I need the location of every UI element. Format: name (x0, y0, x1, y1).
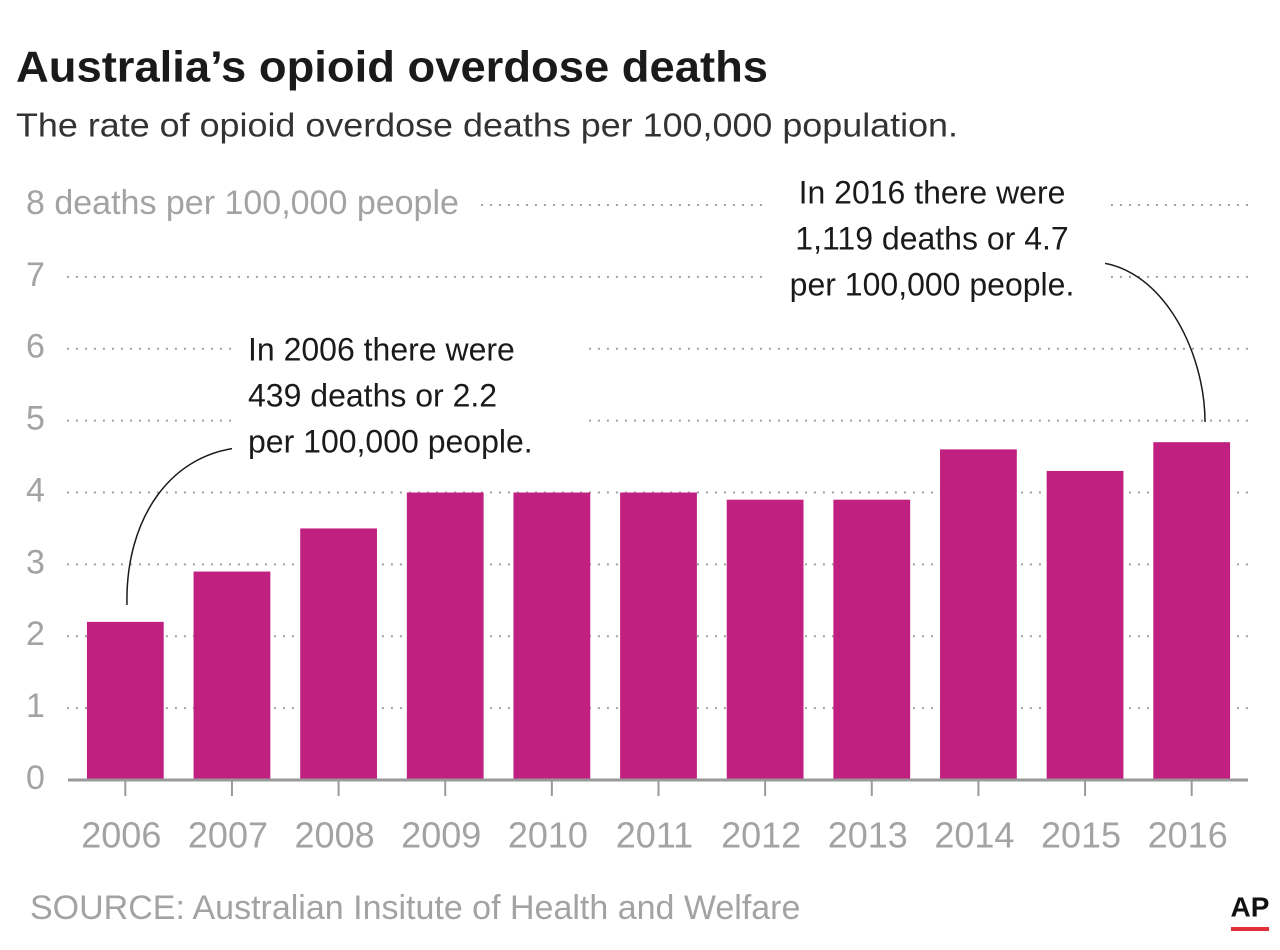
bar (406, 492, 484, 780)
chart-title: Australia’s opioid overdose deaths (16, 43, 768, 92)
chart-subtitle: The rate of opioid overdose deaths per 1… (16, 107, 958, 144)
annotation: per 100,000 people. (248, 423, 533, 459)
annotation: 1,119 deaths or 4.7 (795, 220, 1068, 256)
x-tick-label: 2012 (721, 815, 801, 856)
x-tick-label: 2013 (828, 815, 908, 856)
x-tick-label: 2011 (616, 815, 693, 856)
bar (1046, 470, 1124, 780)
x-tick-label: 2016 (1148, 815, 1228, 856)
x-tick-label: 2008 (295, 815, 375, 856)
bar (86, 621, 164, 780)
source: SOURCE: Australian Insitute of Health an… (30, 889, 800, 927)
annotation: 439 deaths or 2.2 (248, 377, 497, 413)
y-tick-label: 4 (26, 471, 45, 509)
bar (620, 492, 697, 780)
bar (193, 571, 271, 780)
annotation-background (232, 327, 582, 471)
bar (300, 528, 377, 780)
connector (1089, 261, 1206, 423)
bar (726, 499, 804, 780)
bars (86, 442, 1231, 780)
bar (833, 499, 911, 780)
bar (513, 492, 591, 780)
annotation-background (765, 170, 1105, 314)
y-tick-label: 8 deaths per 100,000 people (26, 184, 459, 222)
x-tick-label: 2009 (401, 815, 481, 856)
annotations: In 2006 there were 439 deaths or 2.2 per 1… (232, 170, 1105, 471)
annotation: per 100,000 people. (790, 266, 1075, 302)
y-tick-label: 2 (26, 615, 45, 653)
y-tick-label: 1 (26, 687, 45, 725)
y-tick-label: 5 (26, 400, 45, 438)
annotation: In 2016 there were (799, 174, 1066, 210)
x-tick-label: 2015 (1041, 815, 1121, 856)
connector (126, 446, 249, 606)
y-tick-label: 0 (26, 759, 45, 797)
x-tick-label: 2007 (188, 815, 268, 856)
y-tick-label: 6 (26, 328, 45, 366)
y-tick-label: 7 (26, 256, 45, 294)
x-tick-label: 2014 (934, 815, 1014, 856)
bar (1153, 442, 1231, 780)
x-tick-label: 2006 (81, 815, 161, 856)
annotation: In 2006 there were (248, 331, 515, 367)
logo: AP (1231, 891, 1270, 922)
grid: 0 1 2 3 4 5 6 7 8 deaths per 100,000 people (26, 184, 1252, 797)
bar (940, 449, 1017, 780)
x-tick-label: 2010 (508, 815, 588, 856)
y-tick-label: 3 (26, 543, 45, 581)
logo-underline (1231, 927, 1269, 931)
